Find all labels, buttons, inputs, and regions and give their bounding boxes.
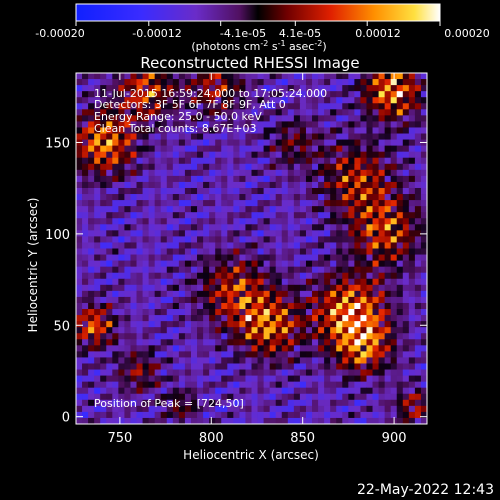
- colorbar-tick-label: 0.00020: [444, 27, 490, 40]
- colorbar-gradient: [75, 3, 441, 22]
- plot-frame: [75, 72, 428, 425]
- colorbar-tick-label: 4.1e-05: [279, 27, 321, 40]
- heatmap-image: [76, 73, 428, 425]
- x-tick-label: 800: [199, 431, 224, 446]
- annotation-time: 11-Jul-2015 16:59:24.000 to 17:05:24.000: [94, 87, 327, 100]
- y-tick-label: 50: [53, 319, 70, 334]
- y-tick-label: 0: [62, 411, 70, 426]
- x-tick-label: 750: [107, 431, 132, 446]
- colorbar-tick-label: 0.00012: [355, 27, 401, 40]
- axes: 750 800 850 900 0 50 100 150: [45, 73, 427, 446]
- y-tick-label: 150: [45, 136, 70, 151]
- colorbar-tick-label: -4.1e-05: [220, 27, 266, 40]
- colorbar-tick-label: -0.00020: [35, 27, 84, 40]
- y-axis-label: Heliocentric Y (arcsec): [26, 198, 40, 333]
- annotation-detectors: Detectors: 3F 5F 6F 7F 8F 9F, Att 0: [94, 98, 286, 111]
- footer-timestamp: 22-May-2022 12:43: [357, 482, 494, 498]
- colorbar-label: (photons cm-2 s-1 asec-2): [191, 39, 326, 53]
- chart-title: Reconstructed RHESSI Image: [140, 54, 359, 72]
- annotation-energy: Energy Range: 25.0 - 50.0 keV: [94, 110, 262, 123]
- colorbar-tick-label: -0.00012: [132, 27, 181, 40]
- annotation-peak: Position of Peak = [724,50]: [94, 397, 244, 410]
- x-axis-label: Heliocentric X (arcsec): [183, 448, 319, 462]
- x-tick-label: 850: [290, 431, 315, 446]
- annotation-method: Clean Total counts: 8.67E+03: [94, 122, 257, 135]
- x-tick-label: 900: [382, 431, 407, 446]
- y-tick-label: 100: [45, 228, 70, 243]
- colorbar: -0.00020 -0.00012 -4.1e-05 4.1e-05 0.000…: [35, 3, 490, 53]
